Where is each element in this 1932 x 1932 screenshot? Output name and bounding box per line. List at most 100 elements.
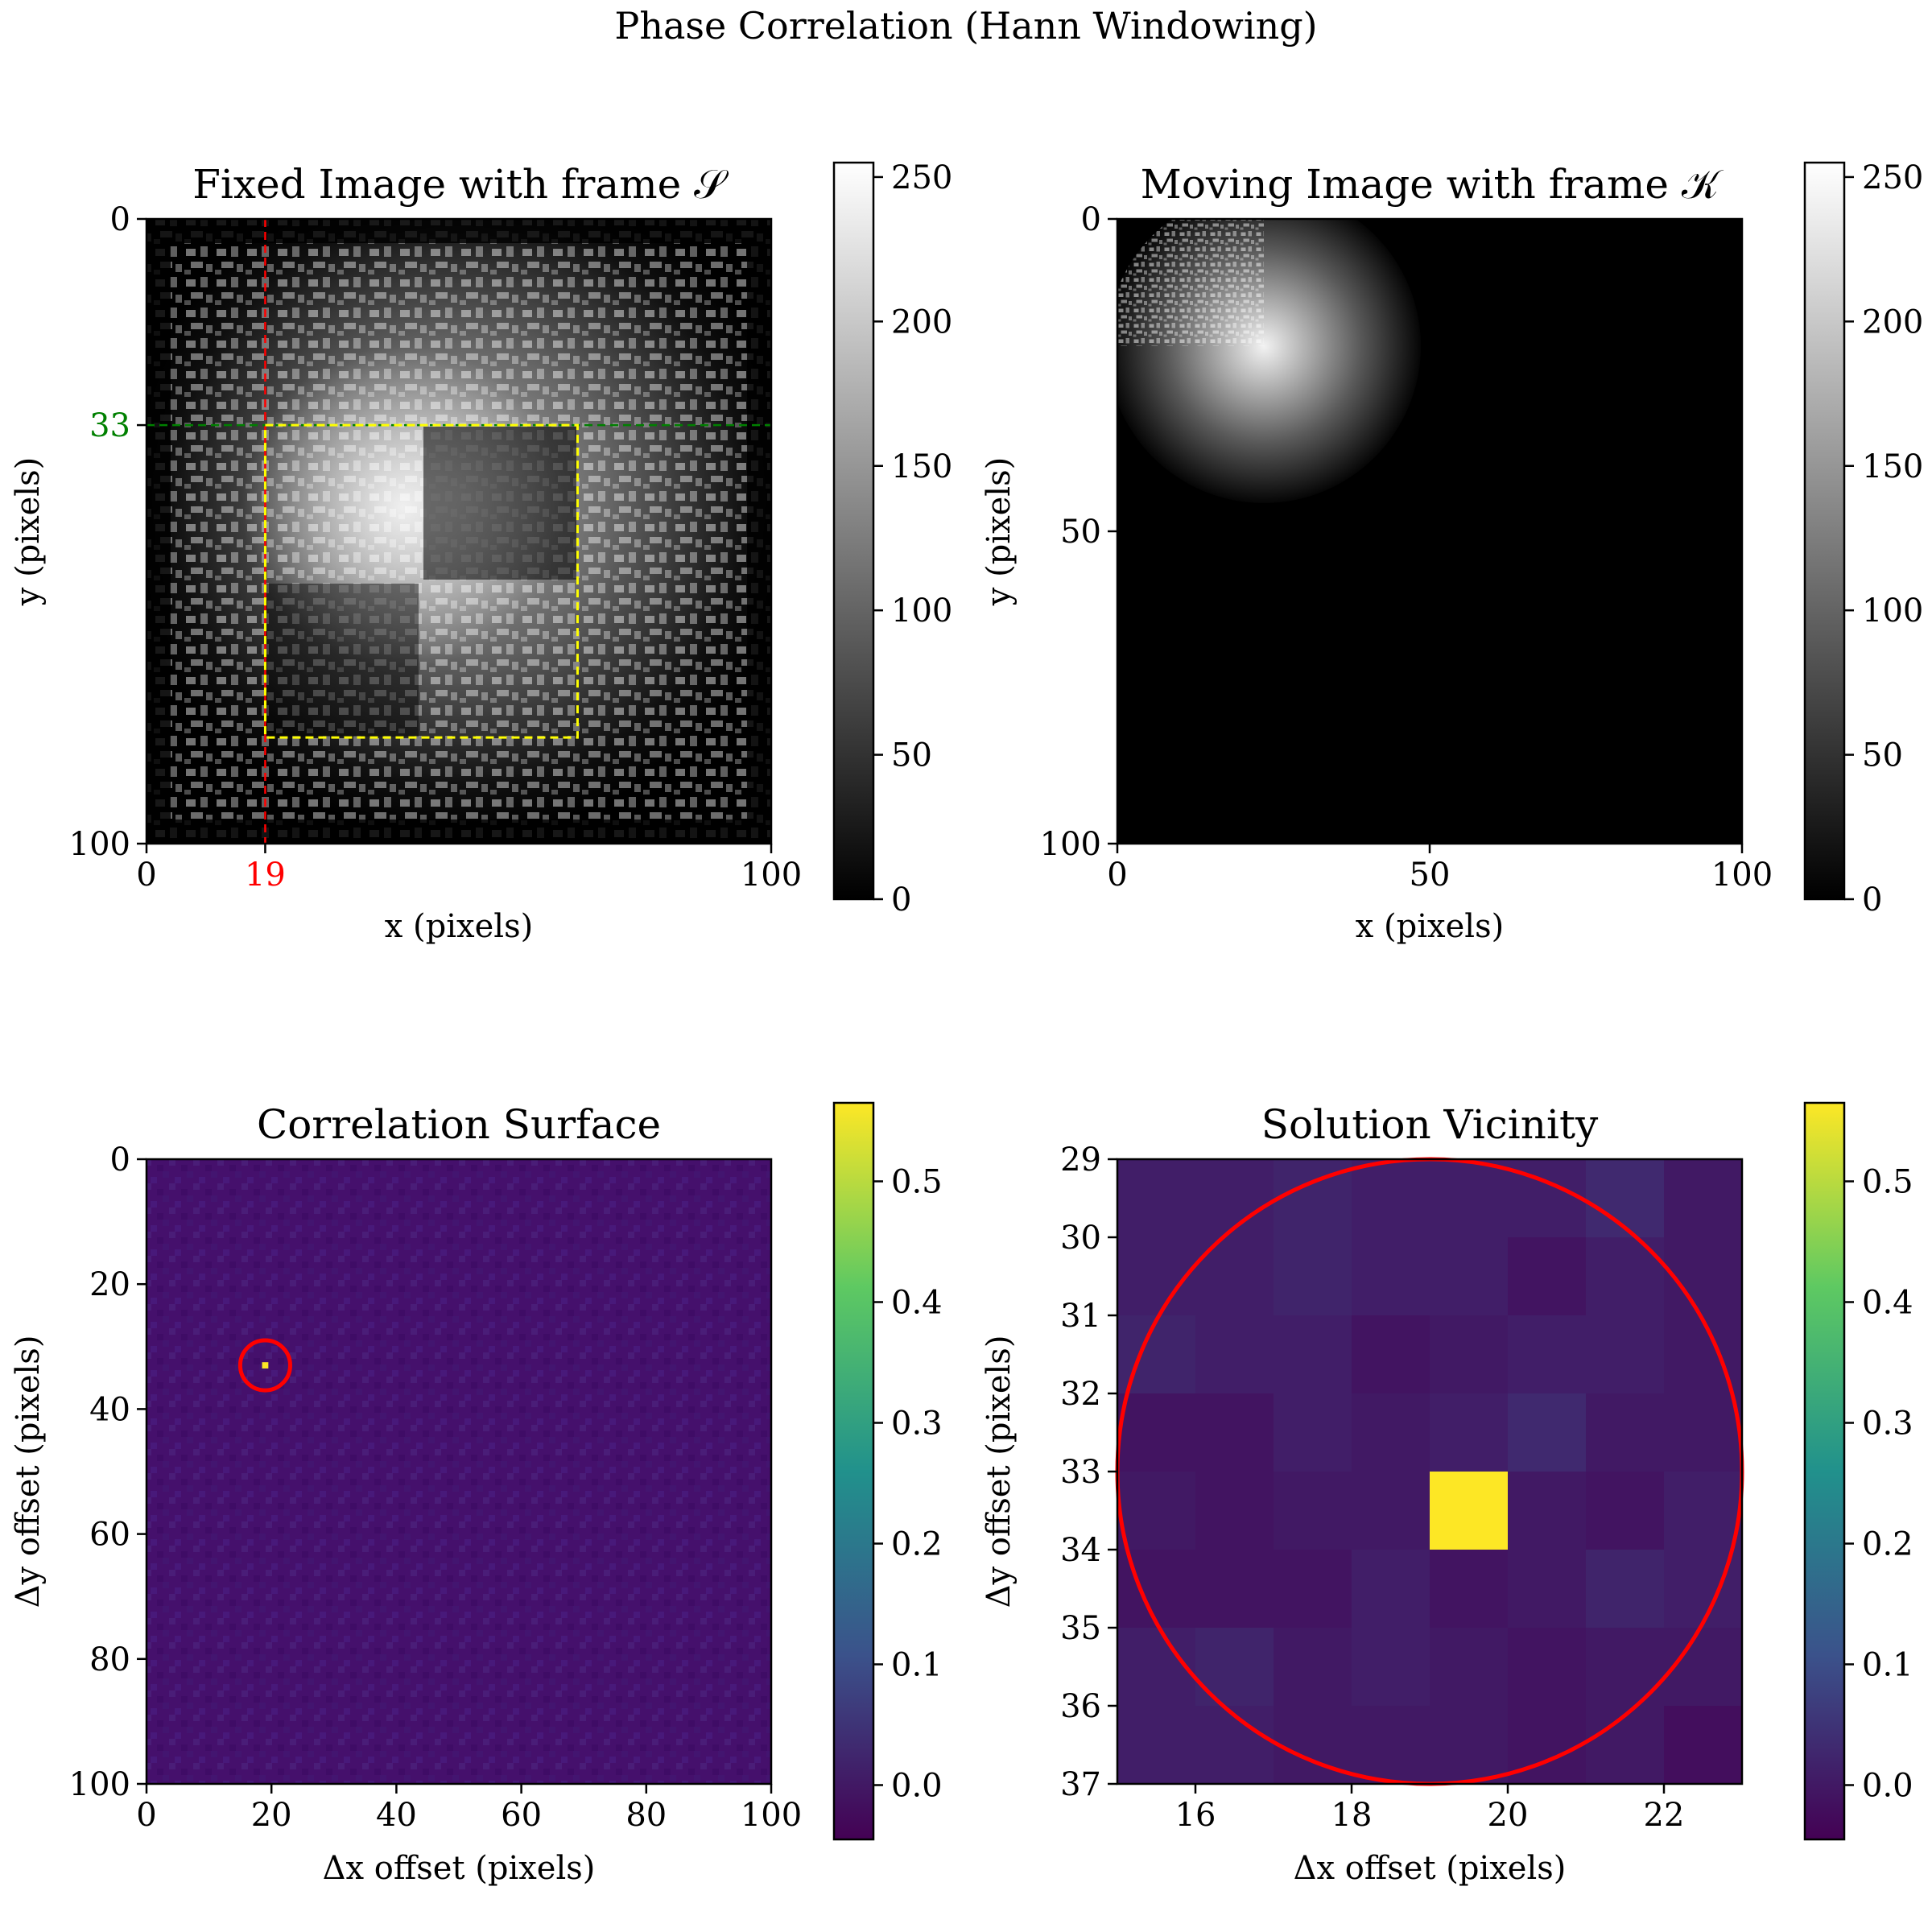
- vicinity-cell: [1274, 1315, 1352, 1394]
- vicinity-cell: [1117, 1393, 1196, 1472]
- fixed-title: Fixed Image with frame 𝒮: [192, 161, 729, 208]
- y-tick-label: 34: [1060, 1532, 1101, 1569]
- corr-ylabel: Δy offset (pixels): [10, 1335, 47, 1608]
- vicinity-cell: [1586, 1628, 1665, 1707]
- corr-axes-frame: [145, 1158, 773, 1785]
- vicinity-cell: [1352, 1550, 1430, 1629]
- x-tick-label: 50: [1410, 857, 1451, 894]
- colorbar-tick-label: 0: [891, 881, 911, 919]
- vicinity-cell: [1117, 1237, 1196, 1316]
- vicinity-cell: [1274, 1472, 1352, 1550]
- moving-heatmap: [1117, 219, 1742, 844]
- colorbar-tick-label: 0.5: [1862, 1164, 1913, 1201]
- x-tick-label: 0: [136, 1797, 156, 1834]
- y-tick-label: 33: [1060, 1454, 1101, 1491]
- colorbar-tick-label: 0.4: [1862, 1285, 1913, 1322]
- y-tick-label: 80: [89, 1641, 130, 1678]
- colorbar-tick-label: 150: [1862, 448, 1923, 485]
- vicinity-cell: [1274, 1393, 1352, 1472]
- colorbar-tick-label: 0.2: [1862, 1526, 1913, 1563]
- vicinity-cell: [1586, 1159, 1665, 1238]
- vicinity-heatmap: [1117, 1159, 1742, 1784]
- moving-xlabel: x (pixels): [1356, 908, 1504, 945]
- vicinity-cell: [1508, 1315, 1587, 1394]
- y-tick-label: 31: [1060, 1298, 1101, 1335]
- x-tick-label: 100: [741, 857, 802, 894]
- y-tick-label: 0: [110, 201, 130, 238]
- fixed-xlabel: x (pixels): [385, 908, 533, 945]
- colorbar-tick-label: 0.2: [891, 1526, 943, 1563]
- colorbar-tick-label: 0.5: [891, 1164, 943, 1201]
- fixed-frame-box: [263, 423, 579, 739]
- vicinity-cell: [1195, 1393, 1274, 1472]
- y-tick-label: 32: [1060, 1376, 1101, 1413]
- colorbar-tick-label: 150: [891, 448, 952, 485]
- corr-peak-circle: [237, 1338, 292, 1393]
- fixed-heatmap: [147, 219, 771, 844]
- vicinity-cell: [1664, 1706, 1742, 1784]
- y-tick-label: 40: [89, 1391, 130, 1428]
- vicinity-cell: [1195, 1159, 1274, 1238]
- x-tick-label: 80: [625, 1797, 667, 1834]
- colorbar-tick-label: 0.0: [1862, 1768, 1913, 1805]
- vicinity-xlabel: Δx offset (pixels): [1294, 1850, 1567, 1887]
- vicinity-cell: [1430, 1628, 1509, 1707]
- x-tick-label: 60: [501, 1797, 542, 1834]
- x-tick-label: 20: [1488, 1797, 1529, 1834]
- vicinity-cell: [1352, 1472, 1430, 1550]
- vicinity-cell: [1508, 1628, 1587, 1707]
- vicinity-cell: [1352, 1315, 1430, 1394]
- moving-title: Moving Image with frame 𝒦: [1141, 161, 1724, 208]
- vicinity-cell: [1586, 1315, 1665, 1394]
- vicinity-cell: [1664, 1159, 1742, 1238]
- y-tick-label: 0: [1081, 201, 1101, 238]
- figure-suptitle: Phase Correlation (Hann Windowing): [614, 4, 1317, 47]
- vicinity-cell: [1352, 1628, 1430, 1707]
- y-tick-label: 29: [1060, 1141, 1101, 1179]
- y-tick-label: 50: [1060, 514, 1101, 551]
- vicinity-axis-ticks: 16 18 20 22 29 30 31 32 33 34 35 36 37: [1060, 1141, 1684, 1834]
- vicinity-colorbar-ticks: 0.0 0.1 0.2 0.3 0.4 0.5: [1844, 1164, 1913, 1805]
- corr-title: Correlation Surface: [257, 1101, 661, 1148]
- colorbar-tick-label: 0.3: [891, 1406, 943, 1443]
- y-tick-label: 100: [69, 826, 130, 863]
- x-tick-label: 100: [741, 1797, 802, 1834]
- vicinity-cell: [1508, 1550, 1587, 1629]
- colorbar-tick-label: 100: [891, 592, 952, 630]
- colorbar-tick-label: 0.1: [1862, 1647, 1913, 1684]
- fixed-colorbar: [832, 161, 875, 901]
- vicinity-cell: [1586, 1237, 1665, 1316]
- corr-colorbar-ticks: 0.0 0.1 0.2 0.3 0.4 0.5: [873, 1164, 943, 1805]
- vicinity-cell: [1352, 1393, 1430, 1472]
- vicinity-cell: [1430, 1393, 1509, 1472]
- fixed-ylabel: y (pixels): [10, 457, 47, 606]
- colorbar-tick-label: 250: [1862, 159, 1923, 196]
- x-tick-label: 0: [136, 857, 156, 894]
- vicinity-cell: [1195, 1706, 1274, 1784]
- corr-colorbar: [832, 1101, 875, 1841]
- vicinity-cell: [1274, 1237, 1352, 1316]
- fixed-axes-frame: [145, 217, 773, 845]
- frame-y-tick-label: 33: [89, 407, 130, 444]
- colorbar-tick-label: 50: [891, 737, 932, 774]
- vicinity-cell: [1195, 1628, 1274, 1707]
- colorbar-tick-label: 0.4: [891, 1285, 943, 1322]
- vicinity-cell: [1352, 1237, 1430, 1316]
- colorbar-tick-label: 250: [891, 159, 952, 196]
- vicinity-cell: [1195, 1315, 1274, 1394]
- colorbar-tick-label: 0.3: [1862, 1406, 1913, 1443]
- colorbar-tick-label: 0: [1862, 881, 1882, 919]
- vicinity-cell: [1117, 1159, 1196, 1238]
- vicinity-cell: [1430, 1550, 1509, 1629]
- moving-ylabel: y (pixels): [980, 457, 1018, 606]
- vicinity-cell: [1195, 1550, 1274, 1629]
- corr-heatmap: [147, 1159, 771, 1784]
- vicinity-cell: [1430, 1315, 1509, 1394]
- moving-colorbar: [1803, 161, 1846, 901]
- x-tick-label: 100: [1711, 857, 1773, 894]
- vicinity-cell: [1430, 1237, 1509, 1316]
